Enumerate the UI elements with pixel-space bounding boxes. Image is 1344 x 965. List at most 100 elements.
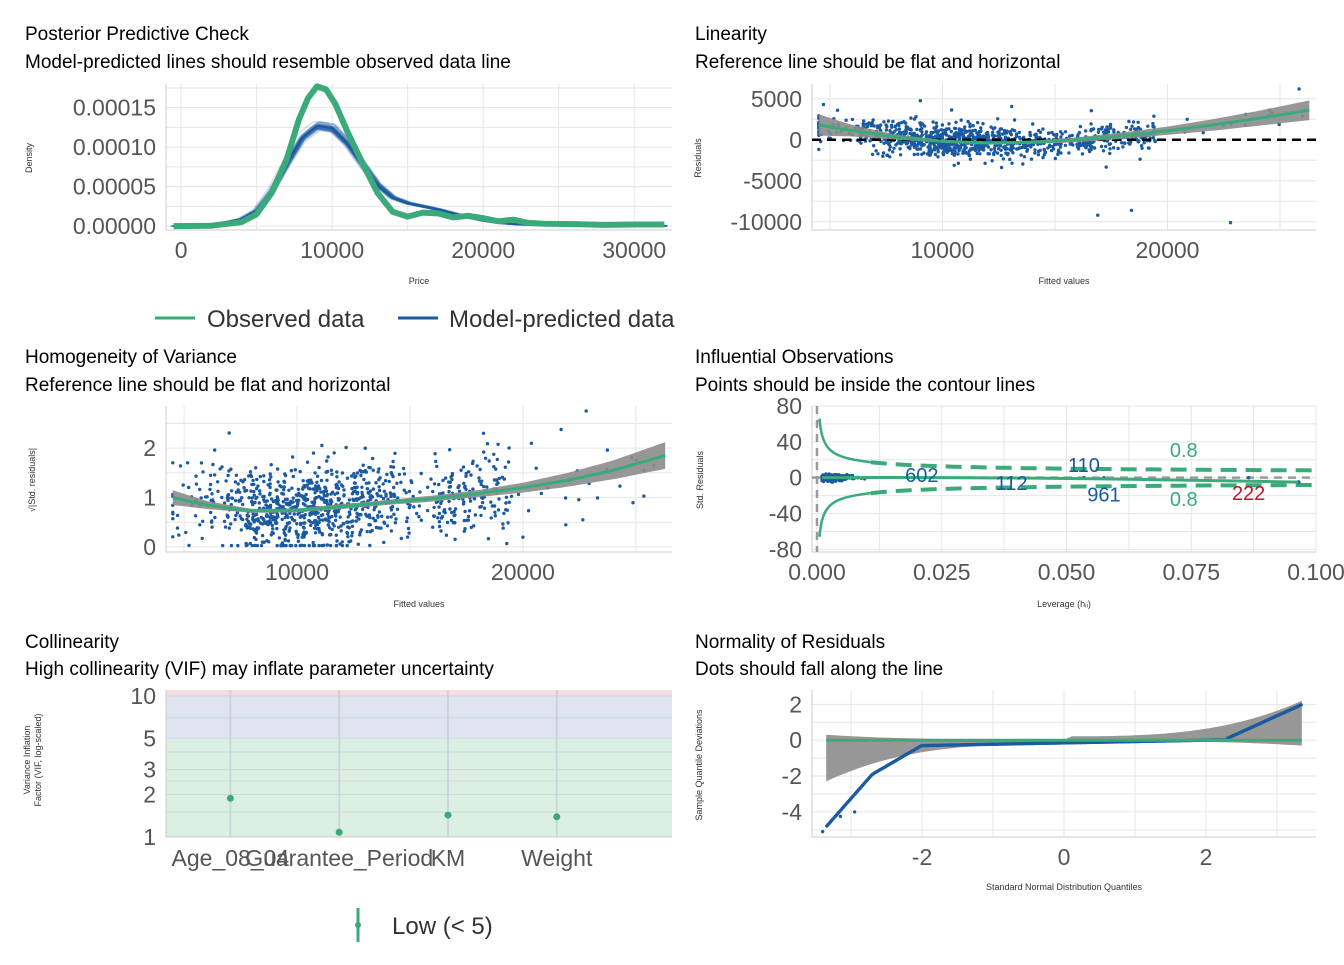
std-residual-point [505,541,509,546]
linearity-x-axis-label: Fitted values [1038,276,1090,286]
std-residual-point [254,512,259,517]
y-tick-label: -80 [769,536,802,562]
std-residual-point [224,479,228,483]
std-residual-point [482,450,486,454]
std-residual-point [391,459,395,464]
std-residual-point [249,474,254,479]
std-residual-point [265,499,269,503]
std-residual-point [257,501,261,505]
std-residual-point [326,523,330,527]
std-residual-point [448,448,452,452]
linearity-title: Linearity [695,24,767,45]
residual-point [950,143,954,147]
std-residual-point [325,459,329,463]
std-residual-point [332,451,336,455]
std-residual-point [333,492,337,496]
std-residual-point [368,497,373,502]
std-residual-point [417,515,421,519]
collinearity-title: Collinearity [25,632,119,653]
std-residual-point [326,510,330,514]
std-residual-point [258,474,262,479]
std-residual-point [472,524,476,528]
std-residual-point [229,489,234,493]
linearity-tick-labels: 10000 20000 -10000 -5000 0 5000 [730,86,1199,263]
std-residual-point [291,496,295,500]
std-residual-point [468,499,473,503]
residual-point [1008,148,1012,152]
residual-point [909,116,913,120]
std-residual-point [529,441,534,445]
residual-point [1078,124,1083,129]
residual-point [1002,128,1007,133]
std-residual-point [360,485,364,489]
std-residual-point [492,504,497,508]
std-residual-point [368,515,372,520]
residual-point [1003,144,1007,149]
std-residual-point [284,501,289,505]
std-residual-point [330,490,335,494]
zone-high [166,690,672,696]
std-residual-point [381,496,386,501]
std-residual-point [249,489,253,493]
residual-point [958,146,963,150]
residual-point [1008,157,1012,162]
std-residual-point [464,474,468,478]
residual-point [1068,134,1072,138]
qq-outlier [838,814,843,819]
normality-plot-area [820,700,1303,834]
std-residual-point [457,484,461,488]
std-residual-point [327,519,331,524]
confidence-band [172,442,666,513]
residual-point [1116,146,1120,151]
std-residual-point [581,518,585,522]
y-tick-label: 0.00015 [73,95,156,121]
std-residual-point [339,483,344,487]
residual-point [932,146,936,151]
collinearity-y-axis-label: Variance Inflation Factor (VIF, log-scale… [22,713,43,806]
std-residual-point [429,477,433,481]
std-residual-point [171,517,175,521]
std-residual-point [239,478,243,482]
std-residual-point [376,515,380,519]
residual-point [897,127,902,131]
residual-point [870,152,875,157]
std-residual-point [433,452,437,456]
x-tick-label-weight: Weight [521,845,593,871]
std-residual-point [507,500,511,504]
residual-point [1022,143,1026,148]
x-tick-label: 0 [175,237,188,263]
std-residual-point [384,494,388,498]
residual-point [884,128,889,132]
std-residual-point [453,507,458,511]
residual-point [949,129,953,134]
std-residual-point [250,496,254,500]
std-residual-point [247,525,252,530]
collinearity-subtitle: High collinearity (VIF) may inflate para… [25,659,494,680]
residual-point [900,120,904,125]
std-residual-point [265,520,269,524]
residual-point [1185,117,1189,122]
y-tick-label: -10000 [730,209,802,235]
residual-point [954,133,958,137]
std-residual-point [467,470,471,474]
residual-point [1060,132,1065,136]
std-residual-point [274,521,278,526]
std-residual-point [355,511,359,515]
std-residual-point [209,510,213,515]
residual-point [942,146,946,150]
residual-point [1014,134,1019,138]
std-residual-point [397,472,402,477]
residual-point [913,145,917,149]
residual-point [938,135,942,139]
residual-point [1140,146,1144,150]
std-residual-point [507,446,511,450]
std-residual-point [355,471,360,475]
x-tick-label: 10000 [911,237,975,263]
std-residual-point [227,469,231,473]
std-residual-point [595,496,600,500]
std-residual-point [328,526,332,530]
std-residual-point [368,543,372,548]
residual-point [932,126,936,130]
std-residual-point [447,485,452,489]
ppc-tick-labels: 0 10000 20000 30000 0.00000 0.00005 0.00010 0.0… [73,95,666,263]
